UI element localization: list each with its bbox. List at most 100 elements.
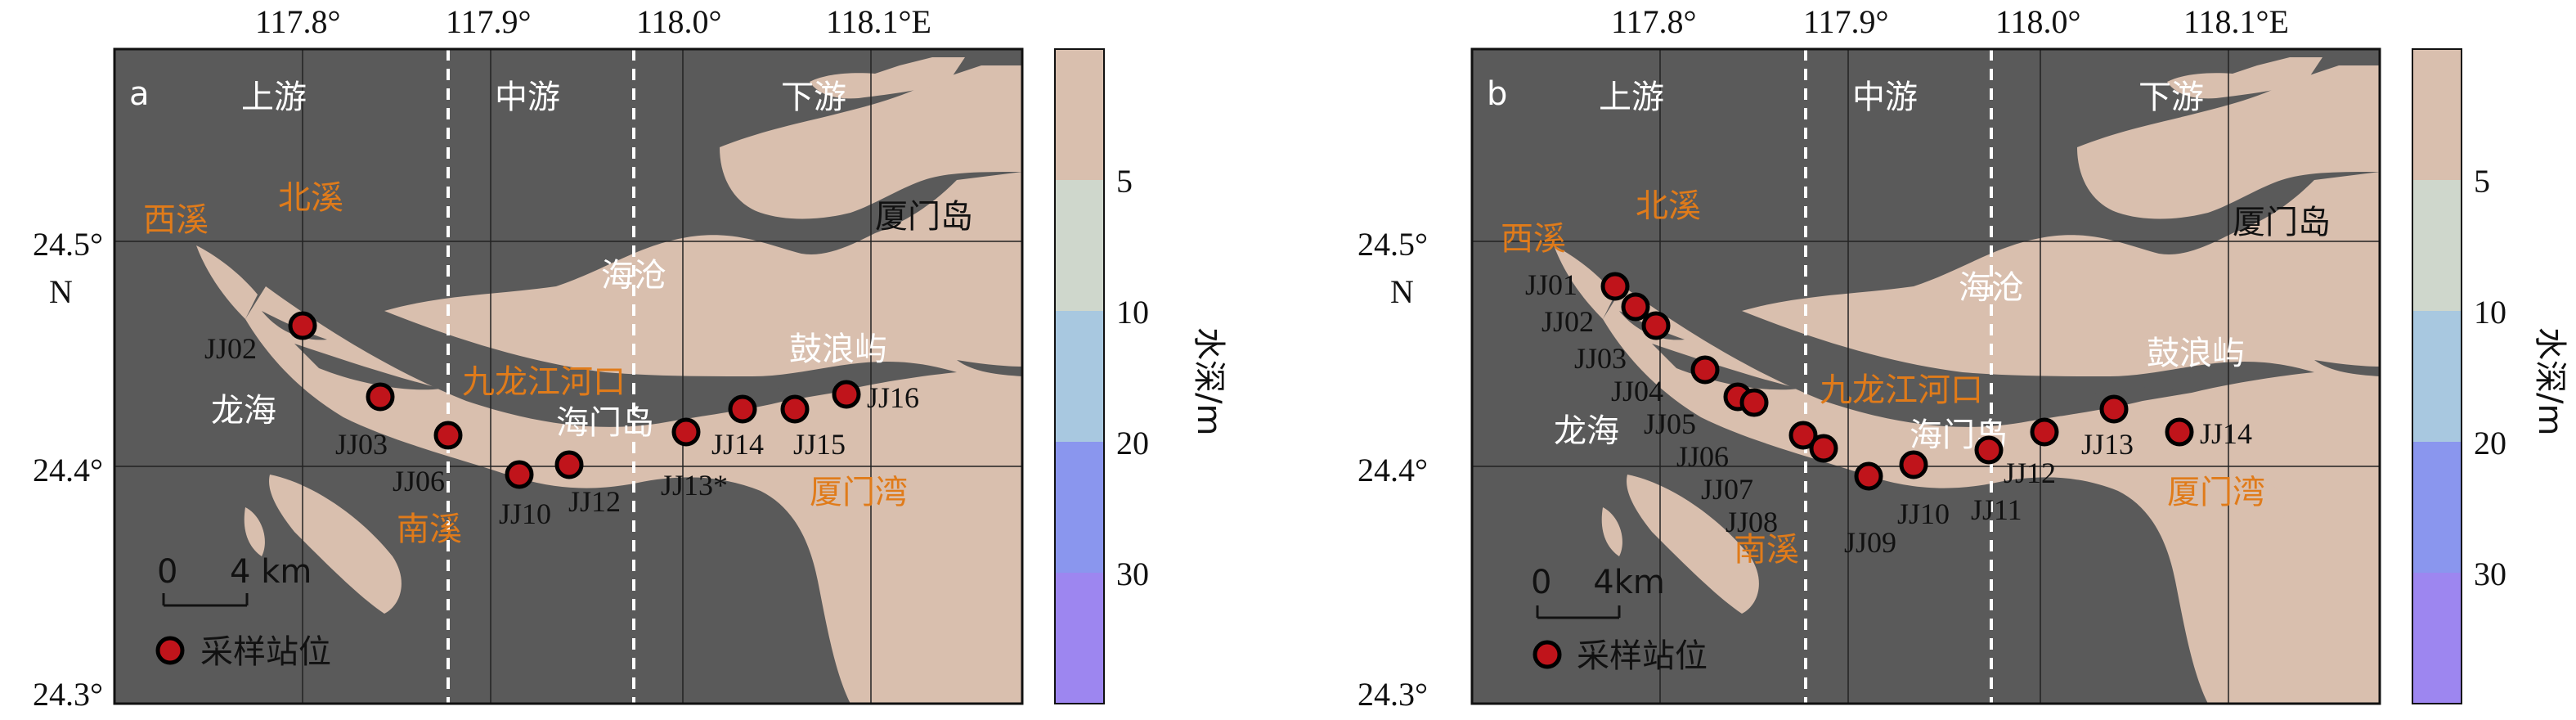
svg-text:10: 10 xyxy=(2474,294,2506,331)
station-marker: JJ04 xyxy=(1611,355,1720,407)
section-midstream: 中游 xyxy=(1852,79,1918,116)
svg-text:JJ13*: JJ13* xyxy=(661,469,728,502)
svg-text:24.4°: 24.4° xyxy=(1358,452,1428,488)
colorbar-label: 水深/m xyxy=(1190,327,1227,435)
svg-text:JJ06: JJ06 xyxy=(393,465,445,497)
svg-text:JJ12: JJ12 xyxy=(568,485,621,518)
svg-text:30: 30 xyxy=(2474,556,2506,592)
legend-marker xyxy=(155,636,185,665)
station-marker: JJ15 xyxy=(780,394,846,461)
legend-marker xyxy=(1533,640,1562,669)
place-xiamen-island: 厦门岛 xyxy=(875,198,973,236)
station-marker: JJ10 xyxy=(1897,450,1950,530)
place-haicang: 海沧 xyxy=(1959,269,2024,307)
legend-label: 采样站位 xyxy=(1577,637,1708,675)
station-marker: JJ06 xyxy=(1676,388,1769,473)
panel-letter: a xyxy=(129,75,150,113)
place-beixi: 北溪 xyxy=(278,179,343,217)
station-marker: JJ11 xyxy=(1971,435,2022,526)
svg-text:117.9°: 117.9° xyxy=(1803,3,1889,40)
svg-text:117.9°: 117.9° xyxy=(446,3,532,40)
svg-text:JJ02: JJ02 xyxy=(204,332,257,365)
map-frame xyxy=(113,47,1024,705)
svg-text:30: 30 xyxy=(1116,556,1149,592)
scale-bar: 0 4 km xyxy=(157,553,312,607)
station-marker: JJ14 xyxy=(2165,417,2252,450)
station-marker: JJ14 xyxy=(711,394,764,461)
svg-text:118.1°E: 118.1°E xyxy=(826,3,931,40)
station-marker: JJ02 xyxy=(204,311,317,365)
station-marker: JJ12 xyxy=(554,450,621,518)
svg-text:JJ12: JJ12 xyxy=(2004,457,2056,489)
place-xiamen-island: 厦门岛 xyxy=(2233,204,2331,241)
axis-ticks-a: 117.8° 117.9° 118.0° 118.1°E 24.5° N 24.… xyxy=(33,3,931,713)
svg-text:JJ11: JJ11 xyxy=(1971,493,2022,526)
svg-text:JJ10: JJ10 xyxy=(499,497,551,530)
station-marker: JJ10 xyxy=(499,460,551,530)
svg-text:24.5°: 24.5° xyxy=(33,226,103,263)
station-marker: JJ07 xyxy=(1701,421,1818,506)
section-divider-lines xyxy=(1804,49,1993,704)
svg-text:JJ04: JJ04 xyxy=(1611,375,1663,407)
svg-text:JJ03: JJ03 xyxy=(335,428,388,461)
place-xixi: 西溪 xyxy=(1501,220,1566,258)
place-jiulongjiang-estuary: 九龙江河口 xyxy=(462,363,626,401)
svg-text:JJ06: JJ06 xyxy=(1676,440,1729,473)
place-beixi: 北溪 xyxy=(1636,187,1701,225)
map-panel-b: b 上游 中游 下游 西溪 北溪 九龙江河口 南溪 厦门湾 海沧 龙海 海门岛 … xyxy=(1470,47,2381,705)
station-marker: JJ09 xyxy=(1844,461,1896,559)
legend: 采样站位 xyxy=(155,633,331,671)
svg-text:24.3°: 24.3° xyxy=(1358,676,1428,713)
section-midstream: 中游 xyxy=(495,79,560,116)
map-frame xyxy=(1470,47,2381,705)
svg-text:JJ13: JJ13 xyxy=(2081,428,2134,461)
svg-text:JJ01: JJ01 xyxy=(1525,268,1577,301)
station-marker: JJ16 xyxy=(832,380,919,414)
svg-text:N: N xyxy=(1390,273,1414,310)
svg-text:5: 5 xyxy=(2474,163,2490,200)
place-haimen-island: 海门岛 xyxy=(556,404,654,442)
place-nanxi: 南溪 xyxy=(397,511,462,548)
scale-label: 0 4km xyxy=(1531,564,1665,601)
section-upstream: 上游 xyxy=(241,79,307,116)
colorbar-a: 5 10 20 30 水深/m xyxy=(1054,48,1227,704)
svg-text:JJ08: JJ08 xyxy=(1726,506,1778,538)
svg-text:20: 20 xyxy=(2474,425,2506,461)
legend-label: 采样站位 xyxy=(200,633,331,671)
colorbar-label: 水深/m xyxy=(2531,327,2569,435)
svg-text:JJ02: JJ02 xyxy=(1542,305,1594,338)
station-marker: JJ13* xyxy=(661,417,728,502)
station-marker: JJ06 xyxy=(393,421,463,497)
svg-text:24.3°: 24.3° xyxy=(33,676,103,713)
station-marker: JJ12 xyxy=(2004,417,2059,489)
place-nanxi: 南溪 xyxy=(1734,531,1799,569)
svg-text:JJ09: JJ09 xyxy=(1844,526,1896,559)
svg-text:10: 10 xyxy=(1116,294,1149,331)
place-gulangyu: 鼓浪屿 xyxy=(789,331,887,368)
place-longhai: 龙海 xyxy=(1554,412,1619,450)
svg-text:118.0°: 118.0° xyxy=(636,3,722,40)
svg-text:JJ03: JJ03 xyxy=(1574,342,1627,375)
panel-letter: b xyxy=(1487,75,1507,113)
axis-ticks-b: 117.8° 117.9° 118.0° 118.1°E 24.5° N 24.… xyxy=(1358,3,2289,713)
section-upstream: 上游 xyxy=(1599,79,1664,116)
svg-text:20: 20 xyxy=(1116,425,1149,461)
svg-text:JJ16: JJ16 xyxy=(867,381,919,414)
svg-text:118.0°: 118.0° xyxy=(1995,3,2081,40)
scale-label: 0 4 km xyxy=(157,553,312,591)
svg-text:24.4°: 24.4° xyxy=(33,452,103,488)
map-panel-a: a 上游 中游 下游 西溪 北溪 九龙江河口 南溪 厦门湾 海沧 龙海 海门岛 … xyxy=(113,47,1024,705)
legend: 采样站位 xyxy=(1533,637,1708,675)
section-downstream: 下游 xyxy=(781,79,846,116)
station-marker: JJ13 xyxy=(2081,394,2134,461)
station-marker: JJ02 xyxy=(1542,292,1650,338)
stations-layer: JJ01 JJ02 JJ03 JJ04 JJ05 JJ06 JJ07 JJ08 … xyxy=(1525,268,2252,559)
section-divider-lines xyxy=(447,49,635,704)
station-marker: JJ08 xyxy=(1726,434,1838,538)
place-jiulongjiang-estuary: 九龙江河口 xyxy=(1820,371,1983,409)
place-xiamen-bay: 厦门湾 xyxy=(810,474,908,511)
svg-text:24.5°: 24.5° xyxy=(1358,226,1428,263)
scale-bar: 0 4km xyxy=(1531,564,1665,619)
station-marker: JJ03 xyxy=(335,382,395,461)
